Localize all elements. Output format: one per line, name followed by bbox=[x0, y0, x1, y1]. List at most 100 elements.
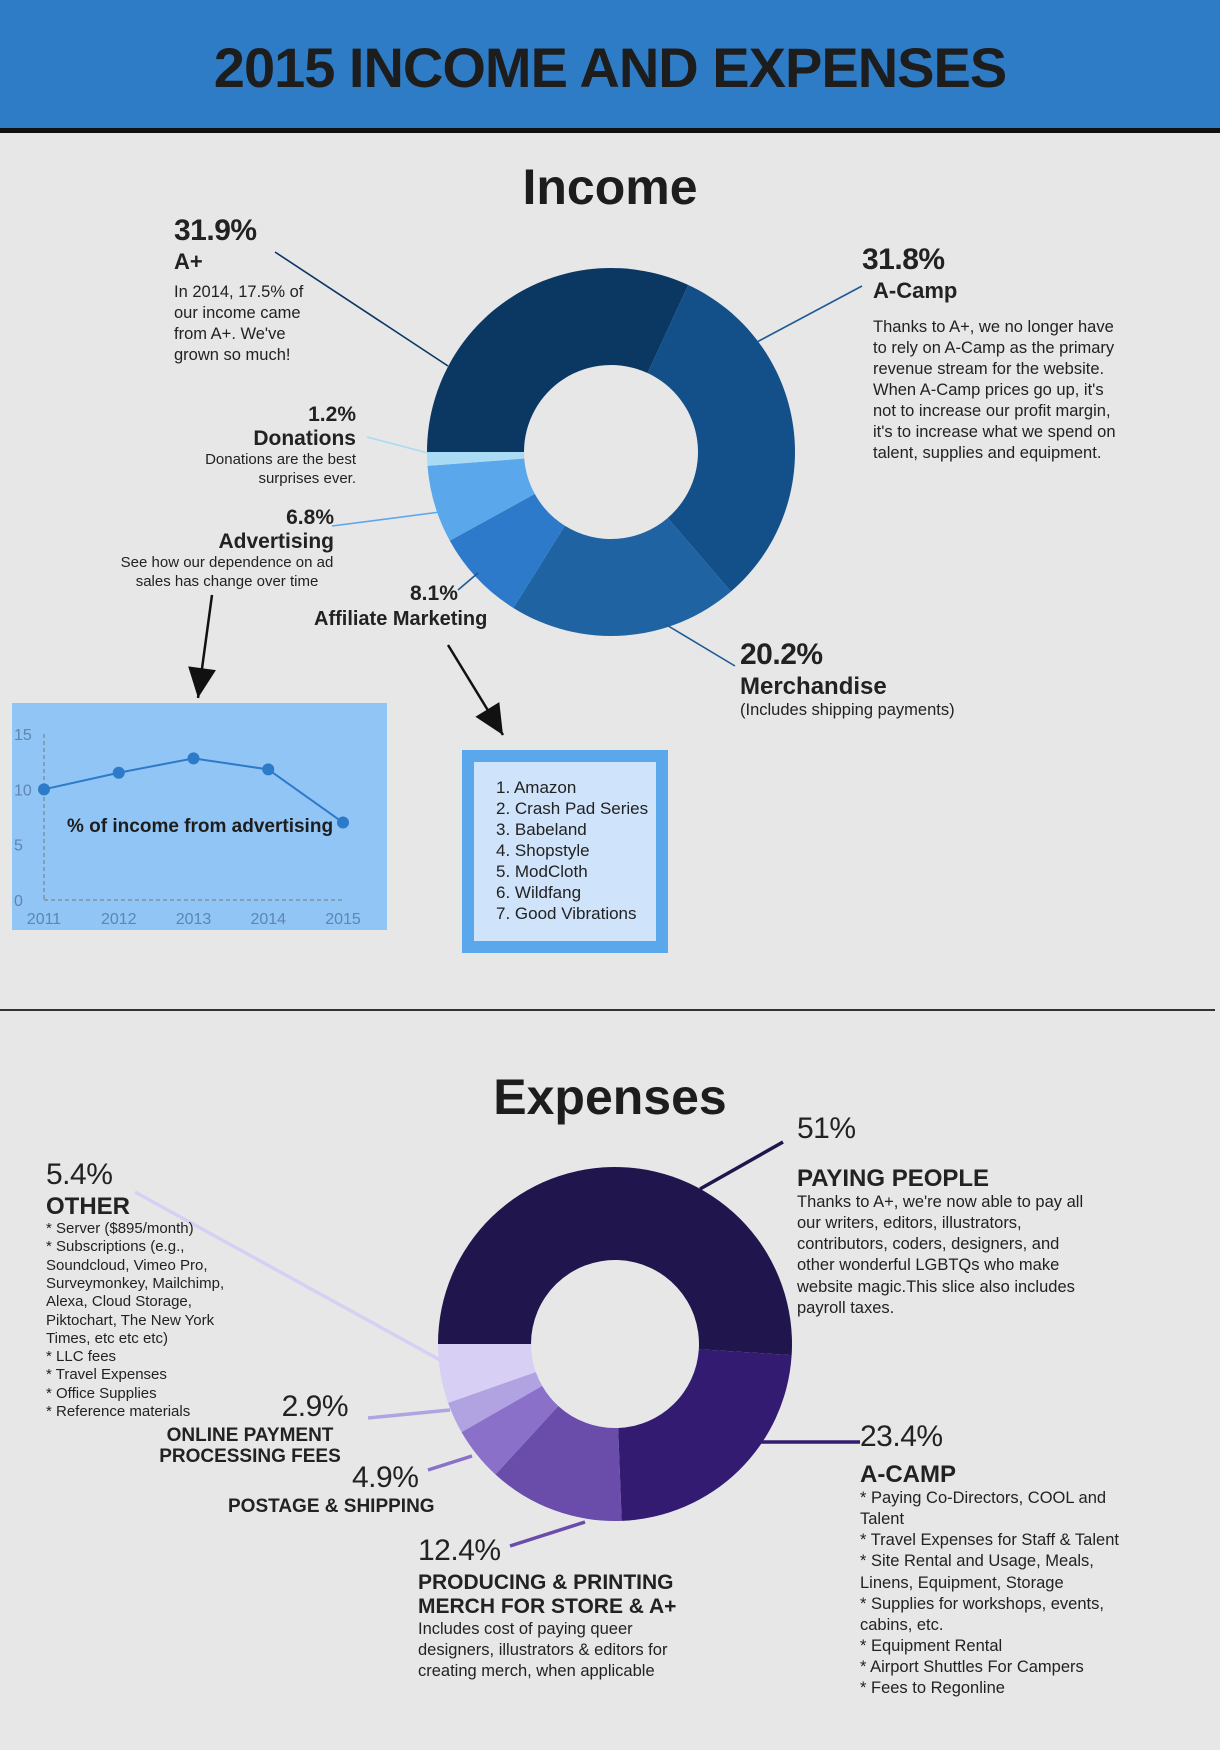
line-chart-point-2015 bbox=[337, 816, 349, 829]
income-label-aplus: 31.9% A+ In 2014, 17.5% of our income ca… bbox=[174, 214, 314, 366]
affiliate-item: 4. Shopstyle bbox=[496, 841, 590, 860]
income-aplus-name: A+ bbox=[174, 248, 203, 274]
expense-people-pct: 51% bbox=[797, 1112, 856, 1145]
income-donations-name: Donations bbox=[253, 427, 356, 451]
advertising-arrow-head bbox=[188, 666, 216, 698]
expense-leader-line bbox=[699, 1140, 784, 1191]
expense-slice-a-camp bbox=[618, 1349, 792, 1521]
income-label-affiliate-pct-wrap: 8.1% bbox=[410, 582, 458, 606]
expense-people-desc: Thanks to A+, we're now able to pay all … bbox=[797, 1193, 1084, 1317]
expense-label-people: 51% PAYING PEOPLE Thanks to A+, we're no… bbox=[797, 1112, 1087, 1319]
expense-label-other: 5.4% OTHER * Server ($895/month) * Subsc… bbox=[46, 1158, 231, 1421]
expense-other-desc: * Server ($895/month) * Subscriptions (e… bbox=[46, 1220, 225, 1421]
income-donations-desc: Donations are the best surprises ever. bbox=[205, 451, 356, 488]
line-chart-title: % of income from advertising bbox=[67, 816, 333, 837]
income-leader-line bbox=[756, 285, 863, 343]
income-title: Income bbox=[522, 159, 698, 215]
income-affiliate-name: Affiliate Marketing bbox=[314, 608, 488, 630]
affiliate-item: 5. ModCloth bbox=[496, 862, 588, 881]
income-leader-line bbox=[274, 251, 449, 367]
expense-other-pct: 5.4% bbox=[46, 1158, 113, 1191]
expense-merch-desc: Includes cost of paying queer designers,… bbox=[418, 1619, 668, 1680]
expense-leader-line bbox=[509, 1520, 586, 1548]
income-slice-affiliate-marketing bbox=[449, 493, 565, 608]
expense-acamp-desc: * Paying Co-Directors, COOL and Talent *… bbox=[860, 1489, 1119, 1698]
income-label-acamp: 31.8% A-Camp Thanks to A+, we no longer … bbox=[862, 243, 1123, 465]
expense-merch-name: PRODUCING & PRINTING MERCH FOR STORE & A… bbox=[418, 1570, 677, 1618]
income-leader-line bbox=[331, 511, 441, 527]
income-slice-a bbox=[427, 268, 689, 452]
expense-acamp-pct: 23.4% bbox=[860, 1420, 943, 1453]
expense-merch-pct: 12.4% bbox=[418, 1534, 501, 1567]
line-chart-x-tick: 2012 bbox=[101, 911, 137, 928]
page-title: 2015 INCOME AND EXPENSES bbox=[213, 36, 1007, 99]
expense-payment-pct: 2.9% bbox=[281, 1390, 349, 1423]
income-slice-donations bbox=[427, 452, 525, 466]
income-acamp-desc: Thanks to A+, we no longer have to rely … bbox=[873, 317, 1116, 463]
income-label-affiliate: Affiliate Marketing bbox=[314, 608, 487, 631]
affiliate-item: 2. Crash Pad Series bbox=[496, 799, 649, 818]
income-aplus-desc: In 2014, 17.5% of our income came from A… bbox=[174, 282, 304, 365]
expense-slice-producing-printing-merch-for-store-a bbox=[495, 1405, 622, 1521]
income-label-advertising: 6.8% Advertising See how our dependence … bbox=[120, 506, 334, 592]
section-divider bbox=[0, 1009, 1215, 1011]
line-chart-y-tick: 10 bbox=[14, 782, 32, 799]
income-advertising-name: Advertising bbox=[218, 530, 334, 554]
expense-label-payment: 2.9% ONLINE PAYMENT PROCESSING FEES bbox=[150, 1390, 380, 1468]
affiliate-item: 3. Babeland bbox=[496, 820, 587, 839]
affiliate-item: 1. Amazon bbox=[496, 778, 577, 797]
income-merch-desc: (Includes shipping payments) bbox=[740, 701, 955, 720]
expense-people-name: PAYING PEOPLE bbox=[797, 1164, 990, 1192]
affiliate-list-panel: 1. Amazon 2. Crash Pad Series 3. Babelan… bbox=[474, 762, 656, 941]
line-chart-point-2012 bbox=[112, 766, 125, 779]
expense-postage-pct: 4.9% bbox=[352, 1461, 419, 1494]
income-acamp-pct: 31.8% bbox=[862, 243, 945, 276]
line-chart-y-tick: 0 bbox=[14, 893, 23, 910]
expense-leader-line bbox=[427, 1454, 473, 1472]
income-merch-pct: 20.2% bbox=[740, 638, 823, 671]
income-slice-a-camp bbox=[647, 285, 795, 592]
expense-leader-line bbox=[134, 1190, 441, 1362]
affiliate-list: 1. Amazon 2. Crash Pad Series 3. Babelan… bbox=[496, 777, 656, 924]
line-chart-point-2013 bbox=[187, 752, 200, 765]
income-advertising-pct: 6.8% bbox=[286, 506, 334, 529]
income-affiliate-pct: 8.1% bbox=[410, 582, 458, 605]
line-chart-x-tick: 2014 bbox=[250, 911, 286, 928]
affiliate-item: 7. Good Vibrations bbox=[496, 904, 637, 923]
expenses-title: Expenses bbox=[493, 1069, 727, 1125]
affiliate-arrow-head bbox=[475, 702, 503, 735]
line-chart-x-tick: 2015 bbox=[325, 911, 361, 928]
affiliate-item: 6. Wildfang bbox=[496, 883, 582, 902]
income-advertising-desc: See how our dependence on ad sales has c… bbox=[120, 554, 334, 591]
income-label-merch: 20.2% Merchandise (Includes shipping pay… bbox=[740, 638, 955, 721]
expense-other-name: OTHER bbox=[46, 1192, 130, 1220]
income-merch-name: Merchandise bbox=[740, 672, 887, 700]
expense-label-acamp: 23.4% A-CAMP * Paying Co-Directors, COOL… bbox=[860, 1420, 1140, 1699]
expense-slice-paying-people bbox=[438, 1167, 792, 1356]
expense-leader-line bbox=[367, 1408, 451, 1420]
income-leader-line bbox=[664, 623, 736, 667]
expense-slice-postage-shipping bbox=[461, 1385, 559, 1475]
income-acamp-name: A-Camp bbox=[873, 277, 958, 303]
expense-label-postage: POSTAGE & SHIPPING bbox=[228, 1496, 435, 1518]
line-chart-y-tick: 5 bbox=[14, 838, 23, 855]
expense-payment-name: ONLINE PAYMENT PROCESSING FEES bbox=[159, 1424, 341, 1468]
income-donut-chart bbox=[188, 251, 863, 736]
expense-slice-other bbox=[438, 1344, 536, 1403]
expense-acamp-name: A-CAMP bbox=[860, 1460, 956, 1488]
expense-postage-name: POSTAGE & SHIPPING bbox=[228, 1496, 435, 1517]
expense-slice-online-payment-processing-fees bbox=[448, 1371, 543, 1433]
affiliate-list-box: 1. Amazon 2. Crash Pad Series 3. Babelan… bbox=[462, 750, 668, 953]
advertising-line-chart: 0 5 10 15 2011 2012 2013 2014 2015 % of income fr… bbox=[12, 703, 387, 930]
income-slice-merchandise bbox=[513, 517, 731, 636]
line-chart-y-tick: 15 bbox=[14, 727, 32, 744]
line-chart-x-tick: 2011 bbox=[27, 911, 62, 928]
income-leader-line bbox=[366, 436, 433, 455]
income-donations-pct: 1.2% bbox=[308, 403, 356, 426]
income-label-donations: 1.2% Donations Donations are the best su… bbox=[196, 403, 356, 489]
income-aplus-pct: 31.9% bbox=[174, 214, 257, 247]
line-chart-x-tick: 2013 bbox=[176, 911, 212, 928]
line-chart-point-2011 bbox=[38, 783, 50, 796]
page-header: 2015 INCOME AND EXPENSES bbox=[0, 0, 1220, 133]
